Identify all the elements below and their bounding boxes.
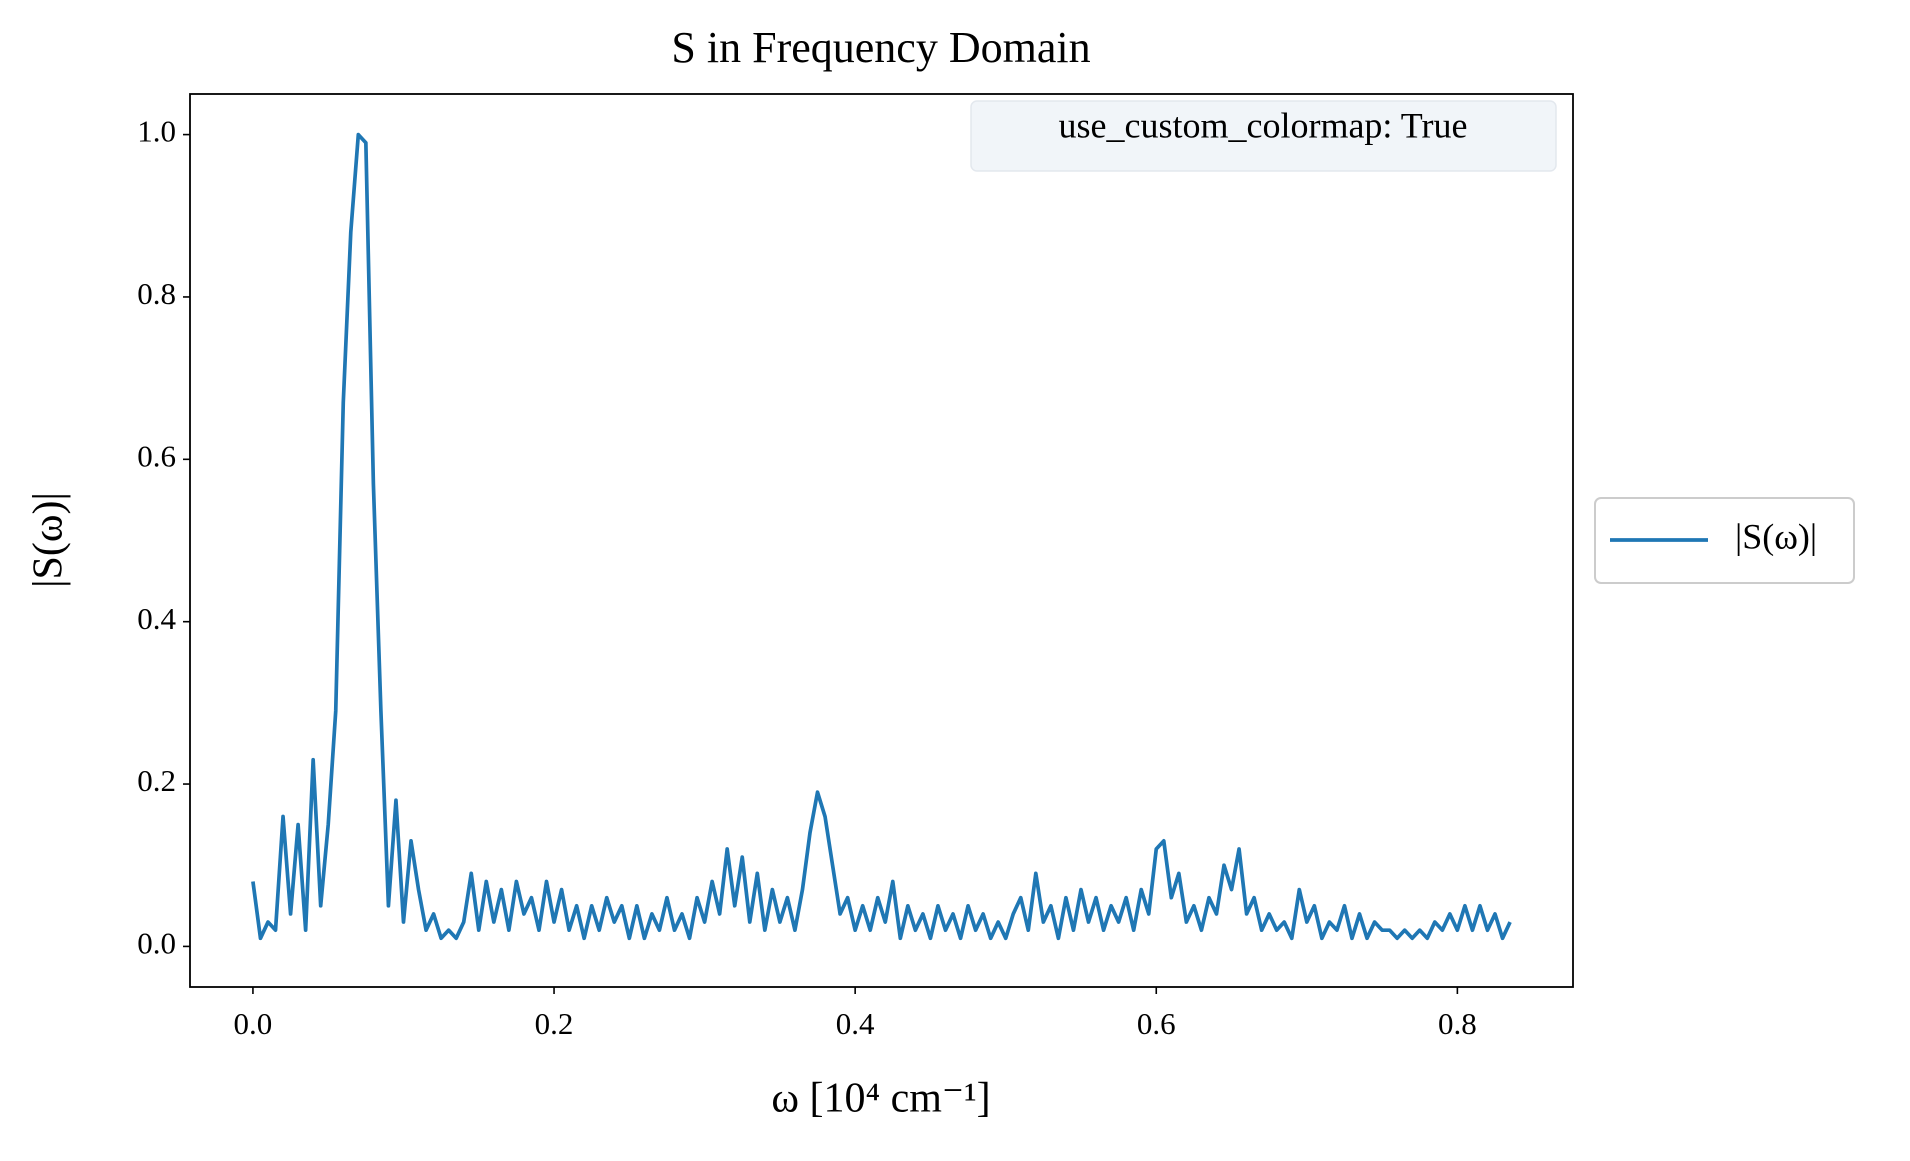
x-tick-label: 0.6 <box>1137 1006 1176 1041</box>
x-tick-label: 0.4 <box>836 1006 875 1041</box>
x-axis-label: ω [10⁴ cm⁻¹] <box>771 1076 990 1122</box>
x-tick-label: 0.2 <box>535 1006 574 1041</box>
annotation: use_custom_colormap: True <box>1059 105 1468 145</box>
x-tick-label: 0.8 <box>1438 1006 1477 1041</box>
y-tick-label: 0.4 <box>137 601 176 636</box>
y-tick-label: 0.0 <box>137 926 176 961</box>
legend-label: |S(ω)| <box>1735 516 1817 556</box>
y-tick-label: 0.6 <box>137 438 176 473</box>
chart-title: S in Frequency Domain <box>671 23 1090 72</box>
annotation-box <box>970 100 1557 172</box>
data-line <box>251 132 1512 941</box>
x-tick-label: 0.0 <box>234 1006 273 1041</box>
y-tick-label: 0.2 <box>137 763 176 798</box>
legend-box <box>1594 497 1855 584</box>
y-tick-label: 0.8 <box>137 276 176 311</box>
y-axis-label: |S(ω)| <box>26 492 72 588</box>
axes-frame <box>189 93 1574 988</box>
y-tick-label: 1.0 <box>137 114 176 149</box>
